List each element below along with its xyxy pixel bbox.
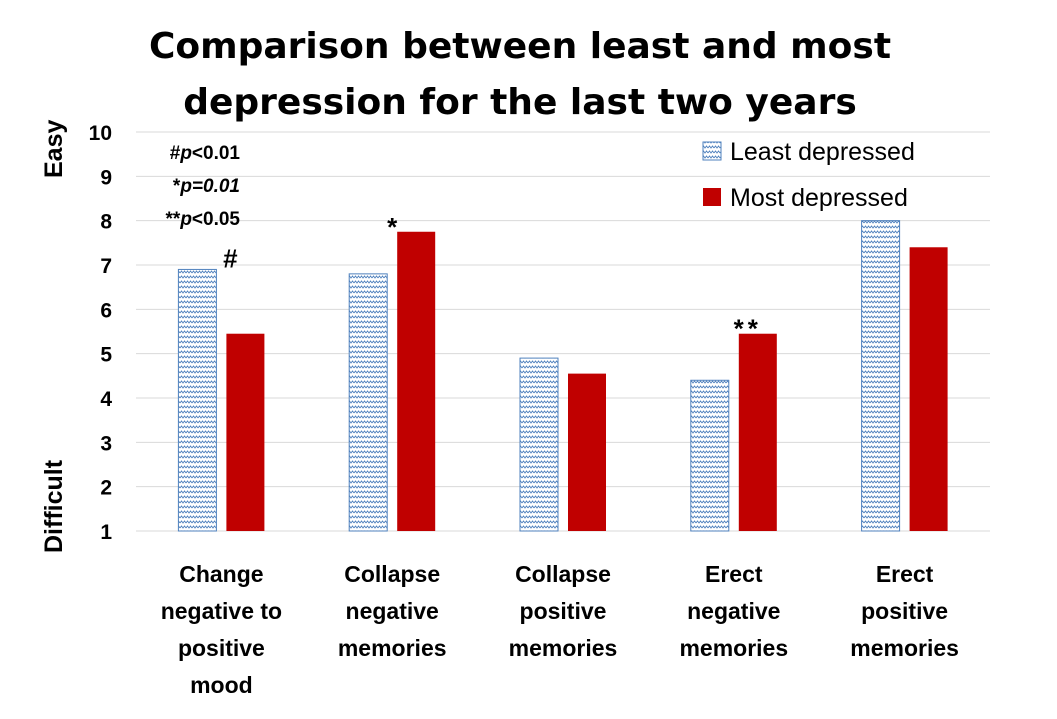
y-tick-label: 2 [100, 477, 112, 500]
legend-swatch [703, 188, 721, 206]
category-label: negative [687, 598, 780, 624]
category-label: positive [861, 598, 948, 624]
bar-least-depressed [348, 273, 388, 532]
legend-label: Most depressed [730, 184, 908, 212]
category-label: memories [509, 635, 618, 661]
category-label: positive [520, 598, 607, 624]
category-label: negative [346, 598, 439, 624]
p-value-note: #p<0.01 [170, 143, 241, 164]
chart-title-line-2: depression for the last two years [183, 82, 857, 123]
bar-most-depressed [909, 247, 948, 531]
category-label: positive [178, 635, 265, 661]
bar-most-depressed [226, 333, 265, 531]
y-tick-label: 7 [100, 255, 112, 278]
bar-most-depressed [568, 373, 606, 531]
category-label: Erect [705, 561, 763, 587]
legend-swatch [702, 141, 722, 161]
legend-label: Least depressed [730, 138, 915, 166]
y-tick-label: 3 [100, 432, 112, 455]
significance-mark: * [387, 212, 398, 242]
bar-least-depressed [519, 357, 559, 532]
category-label: Collapse [344, 561, 440, 587]
y-tick-label: 6 [100, 299, 112, 322]
category-label: memories [679, 635, 788, 661]
bar-least-depressed [177, 268, 217, 532]
y-tick-label: 5 [100, 344, 112, 367]
category-label: Erect [876, 561, 934, 587]
bar-most-depressed [397, 231, 436, 531]
y-tick-label: 8 [100, 211, 112, 234]
y-tick-label: 10 [89, 122, 112, 145]
p-value-note: *p=0.01 [173, 176, 240, 197]
category-label: memories [338, 635, 447, 661]
significance-mark: # [223, 243, 238, 273]
y-tick-label: 9 [100, 166, 112, 189]
category-label: negative to [161, 598, 282, 624]
y-tick-label: 4 [100, 388, 112, 411]
bar-most-depressed [738, 333, 777, 531]
bar-least-depressed [861, 220, 901, 532]
y-label-easy: Easy [40, 120, 68, 178]
y-tick-label: 1 [100, 521, 112, 544]
bar-least-depressed [690, 379, 730, 532]
category-label: mood [190, 672, 253, 698]
category-label: memories [850, 635, 959, 661]
y-label-difficult: Difficult [40, 459, 68, 553]
category-label: Change [179, 561, 263, 587]
chart-title-line-1: Comparison between least and most [149, 26, 891, 67]
p-value-note: **p<0.05 [166, 209, 241, 230]
category-label: Collapse [515, 561, 611, 587]
significance-mark: ** [734, 314, 762, 344]
